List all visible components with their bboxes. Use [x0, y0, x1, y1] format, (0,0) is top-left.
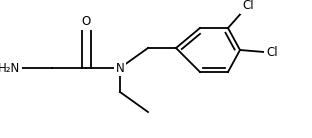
Text: Cl: Cl — [266, 46, 278, 59]
Text: H₂N: H₂N — [0, 62, 20, 75]
Text: Cl: Cl — [242, 0, 254, 12]
Text: N: N — [116, 62, 124, 75]
Text: O: O — [81, 15, 90, 28]
